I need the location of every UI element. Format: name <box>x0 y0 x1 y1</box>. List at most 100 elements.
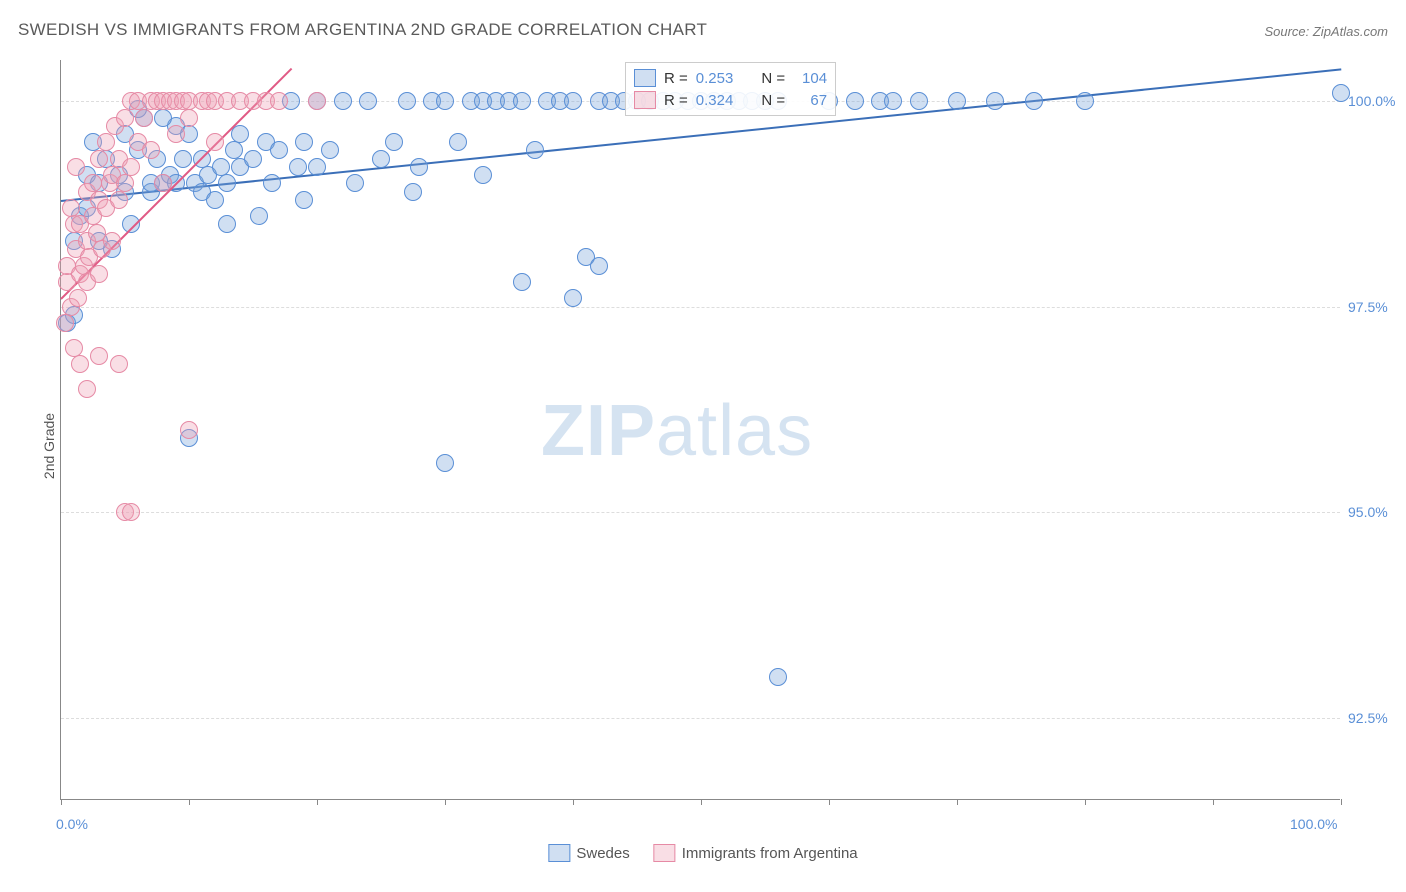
data-point <box>270 92 288 110</box>
data-point <box>590 257 608 275</box>
data-point <box>110 355 128 373</box>
data-point <box>308 92 326 110</box>
chart-title: SWEDISH VS IMMIGRANTS FROM ARGENTINA 2ND… <box>18 20 707 40</box>
data-point <box>270 141 288 159</box>
legend-n-value: 104 <box>793 70 827 87</box>
data-point <box>346 174 364 192</box>
data-point <box>167 125 185 143</box>
data-point <box>142 141 160 159</box>
data-point <box>122 158 140 176</box>
data-point <box>846 92 864 110</box>
data-point <box>436 92 454 110</box>
data-point <box>154 174 172 192</box>
legend-item: Immigrants from Argentina <box>654 844 858 862</box>
grid-line <box>61 512 1340 513</box>
data-point <box>90 265 108 283</box>
legend-swatch <box>548 844 570 862</box>
data-point <box>308 158 326 176</box>
data-point <box>884 92 902 110</box>
legend-correlation: R =0.253N =104R =0.324N =67 <box>625 62 836 116</box>
data-point <box>398 92 416 110</box>
x-tick <box>1213 799 1214 805</box>
data-point <box>334 92 352 110</box>
data-point <box>62 199 80 217</box>
legend-swatch <box>654 844 676 862</box>
data-point <box>436 454 454 472</box>
data-point <box>385 133 403 151</box>
y-tick-label: 97.5% <box>1348 299 1388 315</box>
data-point <box>116 174 134 192</box>
data-point <box>410 158 428 176</box>
legend-n-label: N = <box>761 92 785 109</box>
legend-label: Immigrants from Argentina <box>682 845 858 862</box>
data-point <box>513 92 531 110</box>
legend-n-label: N = <box>761 70 785 87</box>
data-point <box>69 289 87 307</box>
data-point <box>218 215 236 233</box>
x-tick <box>61 799 62 805</box>
legend-n-value: 67 <box>793 92 827 109</box>
data-point <box>295 133 313 151</box>
data-point <box>116 109 134 127</box>
data-point <box>56 314 74 332</box>
legend-r-label: R = <box>664 70 688 87</box>
data-point <box>474 166 492 184</box>
legend-row: R = 0.324 N = 67 <box>634 89 827 111</box>
data-point <box>250 207 268 225</box>
data-point <box>910 92 928 110</box>
legend-swatch <box>634 91 656 109</box>
data-point <box>526 141 544 159</box>
data-point <box>218 174 236 192</box>
legend-item: Swedes <box>548 844 629 862</box>
y-axis-label: 2nd Grade <box>41 413 57 479</box>
source-attribution: Source: ZipAtlas.com <box>1264 24 1388 39</box>
x-tick-label: 100.0% <box>1290 816 1337 832</box>
data-point <box>122 215 140 233</box>
x-tick <box>701 799 702 805</box>
grid-line <box>61 307 1340 308</box>
data-point <box>359 92 377 110</box>
watermark: ZIPatlas <box>541 390 813 472</box>
data-point <box>65 339 83 357</box>
x-tick <box>189 799 190 805</box>
data-point <box>180 109 198 127</box>
data-point <box>372 150 390 168</box>
data-point <box>174 150 192 168</box>
x-tick <box>445 799 446 805</box>
x-tick <box>1341 799 1342 805</box>
data-point <box>986 92 1004 110</box>
data-point <box>449 133 467 151</box>
data-point <box>404 183 422 201</box>
x-tick <box>829 799 830 805</box>
data-point <box>180 421 198 439</box>
data-point <box>71 355 89 373</box>
data-point <box>289 158 307 176</box>
data-point <box>295 191 313 209</box>
data-point <box>513 273 531 291</box>
grid-line <box>61 718 1340 719</box>
data-point <box>90 150 108 168</box>
legend-series: Swedes Immigrants from Argentina <box>548 844 857 862</box>
data-point <box>110 191 128 209</box>
data-point <box>1076 92 1094 110</box>
watermark-atlas: atlas <box>656 391 813 471</box>
x-tick <box>573 799 574 805</box>
data-point <box>78 380 96 398</box>
y-tick-label: 100.0% <box>1348 93 1395 109</box>
data-point <box>948 92 966 110</box>
data-point <box>122 503 140 521</box>
legend-r-label: R = <box>664 92 688 109</box>
watermark-zip: ZIP <box>541 391 656 471</box>
data-point <box>1025 92 1043 110</box>
y-tick-label: 92.5% <box>1348 710 1388 726</box>
data-point <box>212 158 230 176</box>
plot-area: ZIPatlas <box>60 60 1340 800</box>
legend-r-value: 0.324 <box>696 92 734 109</box>
x-tick-label: 0.0% <box>56 816 88 832</box>
legend-label: Swedes <box>576 845 629 862</box>
x-tick <box>1085 799 1086 805</box>
data-point <box>231 125 249 143</box>
y-tick-label: 95.0% <box>1348 504 1388 520</box>
data-point <box>206 133 224 151</box>
data-point <box>67 158 85 176</box>
